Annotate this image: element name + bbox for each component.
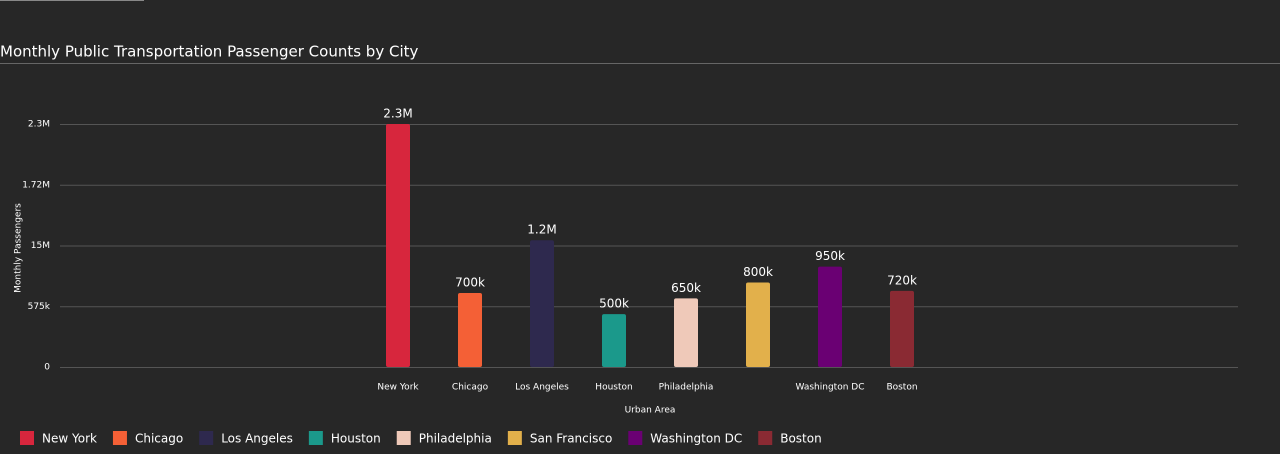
x-tick-label: Boston (886, 383, 917, 393)
bar (890, 290, 914, 367)
legend-label: Chicago (135, 432, 183, 446)
legend-swatch (199, 431, 214, 445)
y-tick-label: 2.3M (28, 120, 50, 130)
legend-swatch (396, 431, 411, 445)
value-label: 650k (671, 281, 701, 295)
bar (386, 124, 410, 367)
value-label: 2.3M (383, 107, 412, 121)
value-label: 700k (455, 276, 485, 290)
x-axis-label: Urban Area (625, 406, 676, 416)
bar (458, 293, 482, 367)
y-tick-label: 1.72M (22, 180, 50, 190)
value-label: 800k (743, 265, 773, 279)
bar (674, 298, 698, 367)
y-axis-label: Monthly Passengers (14, 203, 24, 293)
x-tick-label: New York (377, 383, 419, 393)
x-tick-label: Los Angeles (515, 383, 569, 393)
y-tick-label: 575k (28, 302, 51, 312)
x-tick-label: Chicago (452, 383, 489, 393)
bar (530, 240, 554, 367)
value-label: 950k (815, 249, 845, 263)
x-tick-label: Washington DC (796, 383, 865, 393)
legend-label: Los Angeles (221, 432, 293, 446)
legend-label: Houston (331, 432, 381, 446)
legend-swatch (112, 431, 127, 445)
legend-swatch (628, 431, 643, 445)
legend-label: San Francisco (530, 432, 612, 446)
value-label: 500k (599, 297, 629, 311)
legend-swatch (20, 431, 34, 445)
legend-label: Washington DC (650, 432, 742, 446)
x-tick-label: Philadelphia (659, 383, 714, 393)
y-tick-label: 15M (31, 241, 50, 251)
value-label: 720k (887, 273, 917, 287)
legend-swatch (758, 431, 773, 445)
legend-swatch (308, 431, 323, 445)
bar (602, 314, 626, 367)
chart-title: Monthly Public Transportation Passenger … (0, 43, 418, 61)
legend-swatch (507, 431, 522, 445)
legend-label: Philadelphia (419, 432, 492, 446)
legend-label: New York (42, 432, 97, 446)
x-tick-label: Houston (595, 383, 632, 393)
bar (818, 266, 842, 367)
legend-label: Boston (780, 432, 821, 446)
value-label: 1.2M (527, 223, 556, 237)
y-tick-label: 0 (44, 363, 50, 373)
bar (746, 282, 770, 367)
